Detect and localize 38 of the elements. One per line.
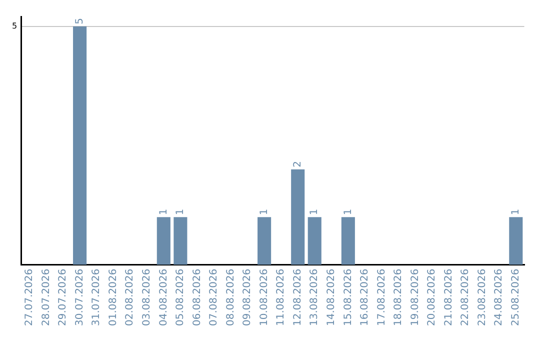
x-tick-label: 14.08.2026 — [326, 268, 337, 326]
x-tick-label: 23.08.2026 — [476, 268, 488, 326]
x-tick-label: 04.08.2026 — [158, 268, 170, 326]
x-tick-label: 31.07.2026 — [91, 268, 102, 326]
x-tick-label: 15.08.2026 — [342, 268, 354, 326]
x-tick-label: 21.08.2026 — [443, 268, 454, 326]
x-tick-label: 19.08.2026 — [410, 268, 421, 326]
data-label: 5 — [74, 18, 86, 24]
x-tick-label: 07.08.2026 — [208, 268, 220, 326]
x-tick-label: 18.08.2026 — [393, 268, 404, 326]
x-tick-label: 17.08.2026 — [376, 268, 388, 326]
x-tick-label: 29.07.2026 — [58, 268, 69, 326]
data-label: 1 — [158, 208, 170, 216]
x-tick-label: 27.07.2026 — [24, 268, 36, 326]
data-label: 1 — [258, 208, 270, 216]
x-tick-label: 16.08.2026 — [360, 268, 371, 326]
x-tick-label: 25.08.2026 — [510, 268, 522, 326]
x-tick-label: 13.08.2026 — [309, 268, 320, 326]
data-label: 2 — [292, 161, 304, 168]
x-tick-label: 01.08.2026 — [108, 268, 119, 326]
x-tick-label: 30.07.2026 — [74, 268, 86, 326]
x-tick-label: 24.08.2026 — [494, 268, 505, 326]
data-label: 1 — [510, 208, 522, 216]
x-tick-label: 20.08.2026 — [426, 268, 438, 326]
x-tick-label: 10.08.2026 — [258, 268, 270, 326]
x-tick-label: 22.08.2026 — [460, 268, 472, 326]
data-label: 1 — [342, 208, 354, 216]
x-tick-label: 03.08.2026 — [141, 268, 152, 326]
x-tick-label: 28.07.2026 — [40, 268, 52, 326]
x-tick-label: 09.08.2026 — [242, 268, 254, 326]
data-label: 1 — [309, 208, 320, 216]
x-tick-label: 06.08.2026 — [192, 268, 203, 326]
x-tick-label: 12.08.2026 — [292, 268, 304, 326]
x-tick-label: 02.08.2026 — [124, 268, 136, 326]
data-label: 1 — [175, 208, 186, 216]
x-tick-label: 08.08.2026 — [225, 268, 236, 326]
x-tick-label: 11.08.2026 — [276, 268, 287, 326]
x-tick-label: 05.08.2026 — [175, 268, 186, 326]
